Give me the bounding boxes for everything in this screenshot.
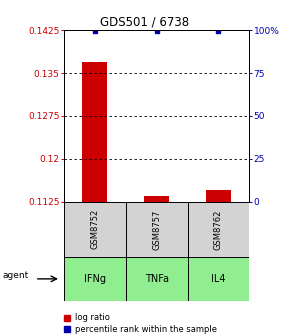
Text: GSM8757: GSM8757 bbox=[152, 209, 161, 250]
Bar bbox=[82, 61, 107, 202]
Bar bbox=[188, 202, 249, 257]
Bar bbox=[206, 190, 231, 202]
Text: TNFa: TNFa bbox=[145, 274, 168, 284]
Bar bbox=[64, 202, 126, 257]
Text: IFNg: IFNg bbox=[84, 274, 106, 284]
Text: IL4: IL4 bbox=[211, 274, 226, 284]
Bar bbox=[188, 257, 249, 301]
Text: log ratio: log ratio bbox=[75, 313, 110, 322]
Bar bbox=[64, 257, 126, 301]
Text: percentile rank within the sample: percentile rank within the sample bbox=[75, 325, 218, 334]
Bar bbox=[126, 202, 188, 257]
Text: GDS501 / 6738: GDS501 / 6738 bbox=[100, 15, 190, 28]
Bar bbox=[144, 196, 169, 202]
Bar bbox=[126, 257, 188, 301]
Text: agent: agent bbox=[3, 271, 29, 280]
Text: GSM8752: GSM8752 bbox=[90, 209, 99, 249]
Text: GSM8762: GSM8762 bbox=[214, 209, 223, 250]
